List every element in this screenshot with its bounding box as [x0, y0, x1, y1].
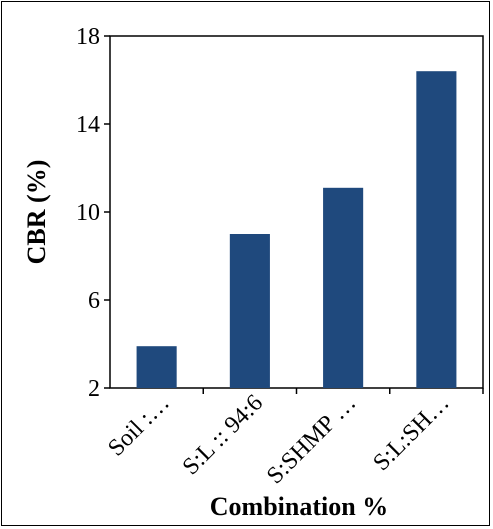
bar: [416, 71, 457, 388]
bar: [323, 187, 364, 388]
x-tick-label: Soil :…: [103, 390, 175, 462]
bar: [136, 346, 177, 388]
y-tick-label: 14: [76, 112, 100, 138]
y-tick-label: 10: [76, 200, 100, 226]
x-tick-label: S:L :: 94:6: [178, 390, 268, 480]
x-axis-title: Combination %: [210, 492, 388, 521]
y-tick-label: 2: [88, 376, 100, 402]
x-tick-label: S:SHMP …: [262, 390, 361, 489]
y-tick-label: 18: [76, 24, 100, 50]
x-tick-label: S:L:SH…: [368, 390, 454, 476]
y-axis-title: CBR (%): [22, 160, 51, 265]
y-tick-label: 6: [88, 288, 100, 314]
bar: [229, 234, 270, 388]
